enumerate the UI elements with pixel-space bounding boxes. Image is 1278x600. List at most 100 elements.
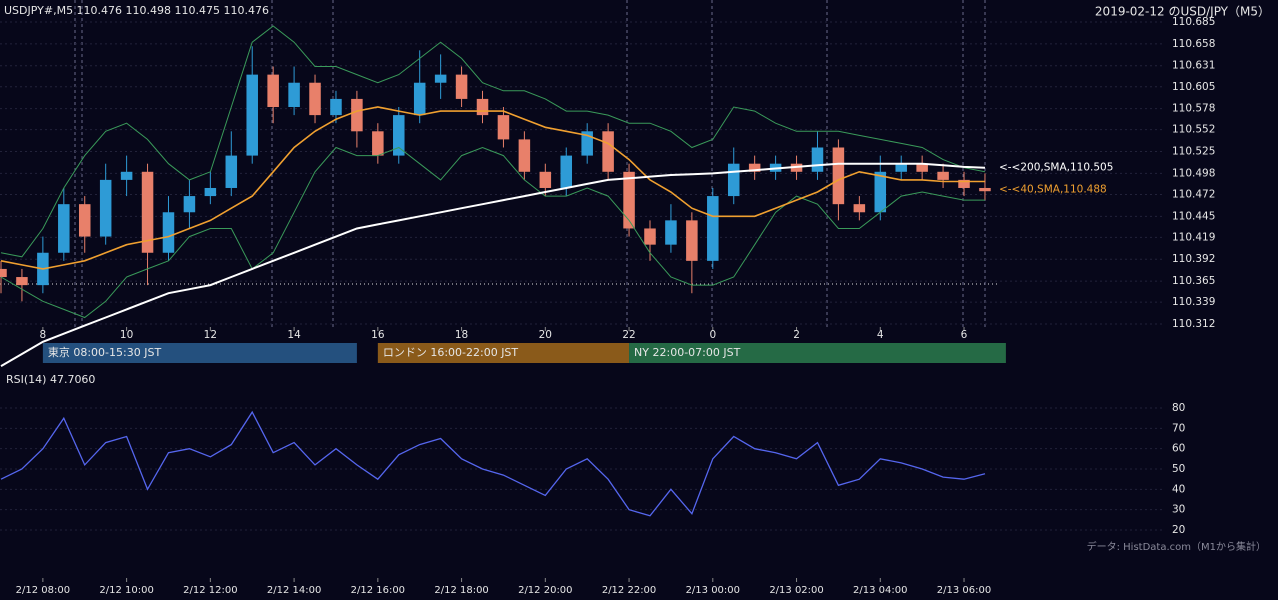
bollinger-lower xyxy=(0,146,985,319)
y-tick-label: 110.419 xyxy=(1172,231,1215,243)
candle-body xyxy=(581,131,593,156)
candle-body xyxy=(99,179,112,237)
candle-body xyxy=(644,228,656,245)
candle-body xyxy=(665,220,677,245)
x-tick-label: 8 xyxy=(40,329,47,341)
y-tick-label: 20 xyxy=(1172,524,1185,536)
annotation: <-<200,SMA,110.505 xyxy=(999,162,1113,174)
y-tick-label: 110.445 xyxy=(1172,210,1215,222)
candle-body xyxy=(895,163,907,172)
candle-body xyxy=(183,196,196,213)
x-tick-label: 22 xyxy=(622,329,635,341)
rsi-title: RSI(14) 47.7060 xyxy=(6,373,95,386)
candle-body xyxy=(811,147,824,172)
candle-body xyxy=(204,187,217,197)
candle-body xyxy=(288,82,300,108)
x-tick-label: 20 xyxy=(539,329,552,341)
candle-body xyxy=(748,163,761,172)
y-tick-label: 110.498 xyxy=(1172,167,1215,179)
x-tick-label: 2/13 04:00 xyxy=(853,585,907,596)
candle-body xyxy=(937,171,949,180)
y-tick-label: 110.605 xyxy=(1172,81,1215,93)
x-tick-label: 4 xyxy=(877,329,884,341)
candle-body xyxy=(141,171,154,253)
y-tick-label: 110.685 xyxy=(1172,16,1215,28)
x-tick-label: 16 xyxy=(371,329,385,341)
x-tick-label: 10 xyxy=(120,329,133,341)
candle-body xyxy=(874,171,887,213)
candle-body xyxy=(267,74,279,108)
source-note: データ: HistData.com（M1から集計） xyxy=(1087,540,1266,553)
sma-40 xyxy=(0,106,985,270)
y-tick-label: 60 xyxy=(1172,443,1185,455)
candle-body xyxy=(686,220,698,261)
session-bar xyxy=(629,343,1006,363)
y-tick-label: 110.631 xyxy=(1172,60,1215,72)
x-tick-label: 2/12 22:00 xyxy=(602,585,656,596)
x-tick-label: 2/12 10:00 xyxy=(99,585,153,596)
candle-body xyxy=(832,147,845,205)
candle-body xyxy=(434,74,447,83)
candle-body xyxy=(518,139,531,172)
x-tick-label: 18 xyxy=(455,329,468,341)
y-tick-label: 110.365 xyxy=(1172,275,1215,287)
y-tick-label: 40 xyxy=(1172,483,1185,495)
annotation: <-<40,SMA,110.488 xyxy=(999,184,1107,196)
candle-body xyxy=(413,82,426,116)
candle-body xyxy=(560,155,573,188)
x-tick-label: 12 xyxy=(204,329,217,341)
y-tick-label: 110.392 xyxy=(1172,253,1215,265)
x-tick-label: 2/13 00:00 xyxy=(686,585,740,596)
sma-200 xyxy=(0,162,986,367)
candle-body xyxy=(602,131,614,172)
x-tick-label: 2/12 18:00 xyxy=(434,585,488,596)
candle-body xyxy=(162,212,175,253)
chart-subtitle: 2019-02-12 のUSD/JPY（M5） xyxy=(1095,5,1270,19)
candle-body xyxy=(979,187,991,192)
candle-body xyxy=(225,155,238,188)
y-tick-label: 110.339 xyxy=(1172,296,1215,308)
candle-body xyxy=(539,171,552,188)
y-tick-label: 70 xyxy=(1172,422,1185,434)
candle-body xyxy=(727,163,740,197)
session-label: ロンドン 16:00-22:00 JST xyxy=(383,346,519,359)
y-tick-label: 30 xyxy=(1172,504,1185,516)
bollinger-upper xyxy=(0,25,986,258)
x-tick-label: 2/12 16:00 xyxy=(351,585,405,596)
y-tick-label: 110.312 xyxy=(1172,318,1215,330)
candle-body xyxy=(476,98,489,116)
rsi-line xyxy=(0,410,986,517)
candle-body xyxy=(393,115,405,156)
x-tick-label: 2/13 06:00 xyxy=(937,585,991,596)
candle-body xyxy=(58,204,70,253)
y-tick-label: 110.658 xyxy=(1172,38,1215,50)
y-tick-label: 50 xyxy=(1172,463,1185,475)
y-tick-label: 110.472 xyxy=(1172,188,1215,200)
x-tick-label: 2/12 12:00 xyxy=(183,585,237,596)
y-tick-label: 110.578 xyxy=(1172,103,1215,115)
candle-body xyxy=(309,82,321,116)
x-tick-label: 2/12 08:00 xyxy=(16,585,70,596)
candle-body xyxy=(0,268,7,278)
x-tick-label: 2 xyxy=(793,329,800,341)
candle-body xyxy=(330,98,342,116)
candle-body xyxy=(916,163,928,172)
candle-body xyxy=(497,115,510,140)
candle-body xyxy=(455,74,468,99)
candle-body xyxy=(351,98,363,132)
y-tick-label: 80 xyxy=(1172,402,1185,414)
x-tick-label: 2/12 20:00 xyxy=(518,585,572,596)
candle-body xyxy=(372,131,384,156)
candle-body xyxy=(246,74,258,156)
session-bar xyxy=(377,343,630,363)
y-tick-label: 110.552 xyxy=(1172,124,1215,136)
x-tick-label: 2/12 14:00 xyxy=(267,585,321,596)
candle-body xyxy=(120,171,133,180)
x-tick-label: 6 xyxy=(961,329,968,341)
session-label: NY 22:00-07:00 JST xyxy=(634,346,741,359)
candle-body xyxy=(78,204,91,237)
x-tick-label: 2/13 02:00 xyxy=(769,585,823,596)
session-label: 東京 08:00-15:30 JST xyxy=(48,345,162,359)
